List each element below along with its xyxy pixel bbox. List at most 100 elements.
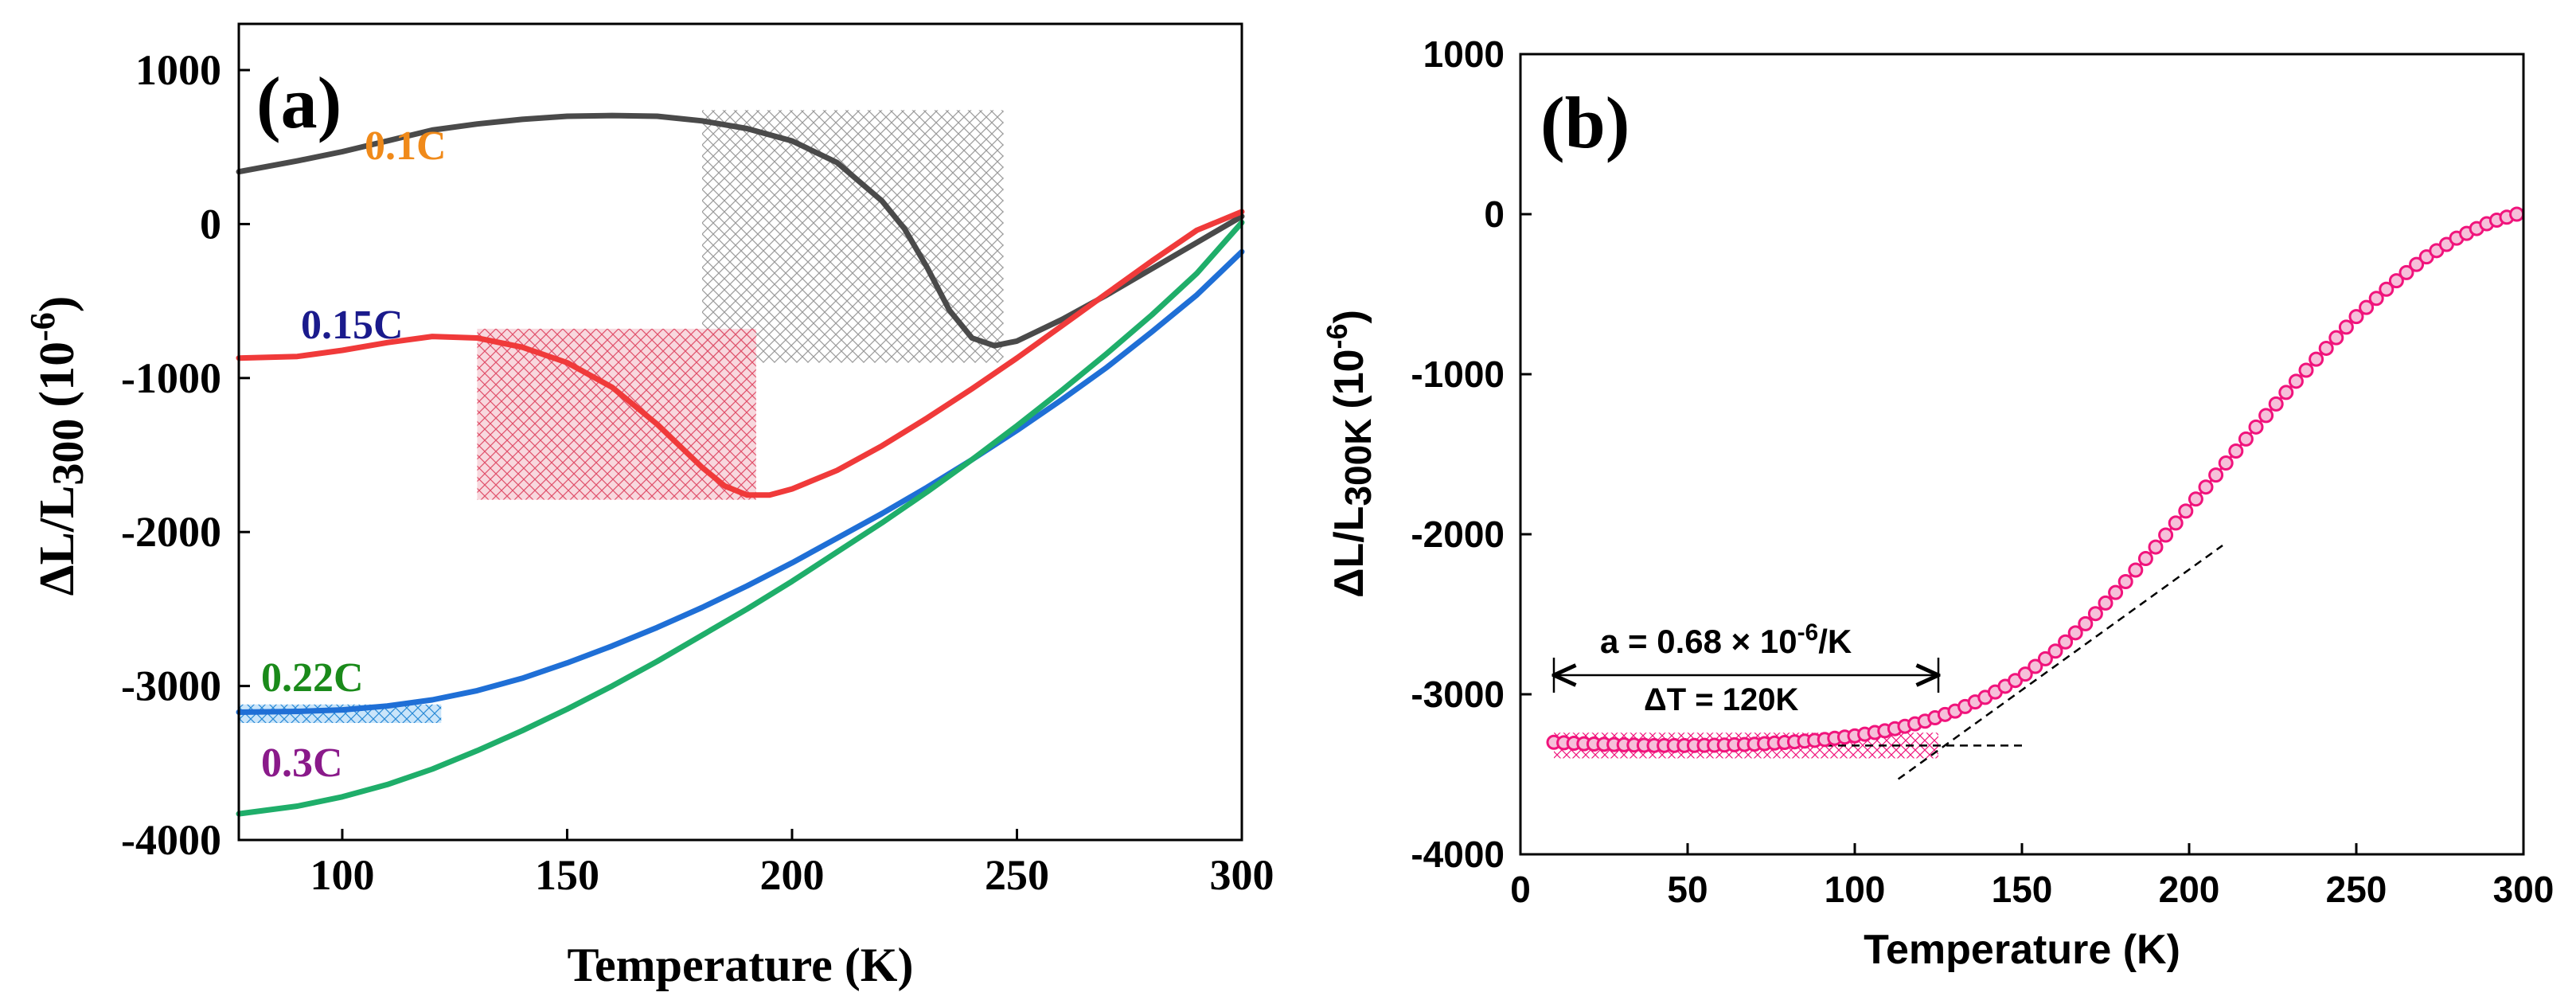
data-point [2047, 643, 2063, 659]
panel-label: (b) [1540, 82, 1630, 163]
data-point [2087, 606, 2103, 622]
data-points [1546, 206, 2525, 753]
data-point [2228, 443, 2244, 459]
delta-t-annotation: ΔT = 120K [1644, 682, 1799, 717]
series-label-0.15C: 0.15C [301, 303, 404, 348]
alpha-suffix: /K [1818, 623, 1852, 660]
x-tick-label: 200 [2159, 869, 2220, 910]
y-axis-label: ΔL/L300 (10-6) [23, 296, 94, 596]
x-tick-label: 300 [2493, 869, 2555, 910]
y-tick-label: 1000 [135, 46, 221, 94]
y-label-exp: -6 [23, 312, 62, 342]
data-point [2067, 625, 2083, 641]
data-point [2398, 264, 2414, 280]
data-point [2388, 273, 2404, 289]
data-point [2338, 319, 2354, 335]
data-point [2359, 299, 2375, 315]
data-point [2298, 362, 2314, 378]
data-point [2248, 419, 2264, 435]
alpha-annotation: a = 0.68 × 10-6/K [1600, 619, 1852, 661]
data-point [2188, 491, 2203, 507]
y-tick-label: -4000 [1411, 834, 1505, 875]
y-axis-label: ΔL/L300K (10-6) [1321, 310, 1380, 598]
alpha-exp: -6 [1797, 619, 1819, 646]
data-point [2117, 573, 2133, 589]
data-point [2268, 396, 2284, 412]
data-point [2258, 408, 2274, 424]
data-point [2148, 539, 2164, 555]
y-label-main: ΔL/L [30, 486, 84, 596]
data-point [2368, 291, 2384, 307]
data-point [2178, 503, 2194, 519]
y-tick-label: -1000 [1411, 354, 1505, 395]
y-tick-label: -2000 [1411, 514, 1505, 555]
x-tick-label: 250 [985, 851, 1049, 899]
data-point [2218, 455, 2234, 471]
x-tick-label: 200 [759, 851, 824, 899]
data-point [2168, 515, 2184, 531]
y-tick-label: -1000 [121, 354, 221, 402]
data-point [2058, 634, 2074, 650]
data-point [2037, 650, 2053, 666]
panel-a: 100 150 200 250 300 -4000 -3000 -2000 -1000 0 100… [23, 22, 1274, 991]
data-point [2158, 527, 2174, 543]
data-point [2379, 281, 2395, 297]
y-ticks: -4000 -3000 -2000 -1000 0 1000 [1411, 33, 1532, 875]
plot-frame [237, 22, 1243, 842]
y-tick-label: 0 [200, 200, 221, 248]
data-point [2208, 467, 2224, 483]
y-label-main: ΔL/L [1326, 506, 1372, 598]
series-line-0.3C [236, 220, 1245, 817]
y-tick-label: -4000 [121, 816, 221, 864]
y-label-sub: 300 [44, 419, 93, 486]
data-point [2078, 615, 2094, 631]
x-tick-label: 50 [1667, 869, 1708, 910]
series-line-0.15C [236, 209, 1245, 498]
series-line-0.22C [236, 248, 1245, 715]
x-axis-label: Temperature (K) [1864, 927, 2180, 973]
x-axis-label: Temperature (K) [568, 939, 914, 991]
y-ticks: -4000 -3000 -2000 -1000 0 1000 [121, 46, 250, 864]
x-ticks: 100 150 200 250 300 [310, 829, 1274, 899]
series-label-0.1C: 0.1C [365, 123, 447, 169]
data-point [2098, 595, 2113, 611]
series-label-0.3C: 0.3C [261, 740, 343, 786]
x-tick-label: 250 [2326, 869, 2387, 910]
data-point [2108, 584, 2124, 600]
data-point [2309, 351, 2324, 367]
y-tick-label: 1000 [1423, 33, 1505, 75]
data-point [2128, 562, 2144, 578]
data-point [2288, 373, 2304, 389]
y-label-exp: -6 [1321, 323, 1353, 349]
y-tick-label: -3000 [121, 662, 221, 710]
alpha-prefix: a = 0.68 × 10 [1600, 623, 1797, 660]
data-point [2137, 551, 2153, 567]
y-tick-label: 0 [1484, 193, 1505, 235]
data-point [2328, 330, 2344, 346]
panel-label: (a) [256, 62, 342, 143]
x-tick-label: 100 [310, 851, 374, 899]
y-label-close: ) [1326, 310, 1372, 323]
data-series [236, 112, 1245, 817]
y-label-close: ) [30, 296, 84, 313]
data-point [2238, 431, 2254, 447]
data-point [2348, 309, 2364, 325]
data-point [2278, 385, 2294, 400]
series-line-0.1C [236, 112, 1245, 349]
y-tick-label: -3000 [1411, 674, 1505, 715]
y-tick-label: -2000 [121, 508, 221, 556]
panel-b: 0 50 100 150 200 250 300 -4000 -3000 -2000 -1000 0… [1321, 33, 2555, 973]
x-tick-label: 0 [1510, 869, 1531, 910]
data-point [2017, 666, 2033, 682]
series-label-0.22C: 0.22C [261, 655, 364, 701]
x-ticks: 0 50 100 150 200 250 300 [1510, 843, 2554, 910]
data-point [2409, 256, 2425, 272]
fit-line [1897, 545, 2223, 780]
y-label-sub: 300K [1337, 419, 1379, 506]
data-point [2318, 340, 2334, 356]
x-tick-label: 100 [1825, 869, 1886, 910]
data-point [2198, 479, 2214, 495]
data-point [2509, 206, 2525, 222]
data-point [2028, 658, 2043, 674]
